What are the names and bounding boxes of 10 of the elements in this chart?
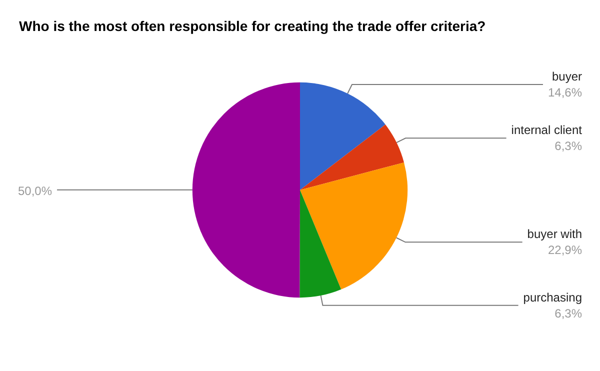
slice-label: internal client <box>511 123 583 138</box>
slice-label: buyer with <box>527 227 582 242</box>
slice-label: purchasing <box>523 290 582 304</box>
chart-title: Who is the most often responsible for creating the trade offer criteria? <box>19 18 486 34</box>
data-label: 6,3% <box>554 306 582 320</box>
data-label: 22,9% <box>548 243 582 258</box>
data-label: 6,3% <box>554 139 582 154</box>
slice-label: buyer <box>552 70 582 84</box>
data-label: 50,0% <box>18 184 52 198</box>
data-label: 14,6% <box>548 86 582 100</box>
